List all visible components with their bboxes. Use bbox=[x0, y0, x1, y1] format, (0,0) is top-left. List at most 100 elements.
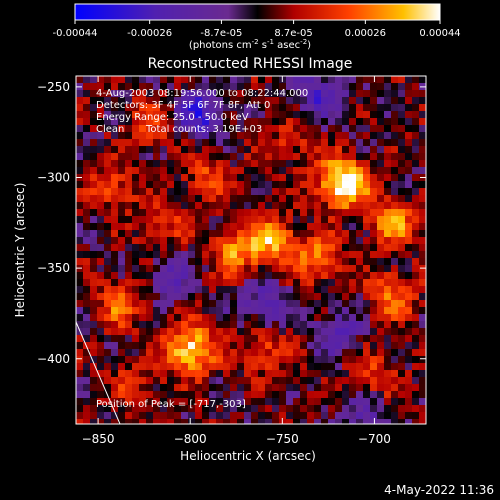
heatmap-cell bbox=[293, 251, 301, 259]
heatmap-cell bbox=[160, 335, 168, 343]
heatmap-cell bbox=[258, 104, 266, 112]
heatmap-cell bbox=[370, 153, 378, 161]
heatmap-cell bbox=[377, 377, 385, 385]
heatmap-cell bbox=[398, 279, 406, 287]
heatmap-cell bbox=[223, 153, 231, 161]
heatmap-cell bbox=[314, 321, 322, 329]
heatmap-cell bbox=[391, 195, 399, 203]
heatmap-cell bbox=[118, 314, 126, 322]
heatmap-cell bbox=[419, 125, 426, 133]
heatmap-cell bbox=[230, 160, 238, 168]
heatmap-cell bbox=[419, 300, 426, 308]
heatmap-cell bbox=[153, 370, 161, 378]
heatmap-cell bbox=[398, 405, 406, 413]
heatmap-cell bbox=[356, 153, 364, 161]
heatmap-cell bbox=[412, 265, 420, 273]
heatmap-cell bbox=[342, 153, 350, 161]
heatmap-cell bbox=[146, 223, 154, 231]
heatmap-cell bbox=[384, 335, 392, 343]
heatmap-cell bbox=[97, 335, 105, 343]
heatmap-cell bbox=[286, 195, 294, 203]
heatmap-cell bbox=[244, 363, 252, 371]
heatmap-cell bbox=[139, 272, 147, 280]
heatmap-cell bbox=[97, 188, 105, 196]
heatmap-cell bbox=[230, 237, 238, 245]
heatmap-cell bbox=[391, 90, 399, 98]
heatmap-cell bbox=[90, 223, 98, 231]
heatmap-cell bbox=[195, 377, 203, 385]
heatmap-cell bbox=[223, 356, 231, 364]
heatmap-cell bbox=[111, 237, 119, 245]
heatmap-cell bbox=[258, 279, 266, 287]
heatmap-cell bbox=[174, 76, 182, 84]
heatmap-cell bbox=[223, 258, 231, 266]
heatmap-cell bbox=[307, 160, 315, 168]
heatmap-cell bbox=[300, 118, 308, 126]
heatmap-cell bbox=[167, 377, 175, 385]
heatmap-cell bbox=[272, 83, 280, 91]
heatmap-cell bbox=[321, 272, 329, 280]
heatmap-cell bbox=[377, 146, 385, 154]
heatmap-cell bbox=[223, 377, 231, 385]
heatmap-cell bbox=[125, 223, 133, 231]
heatmap-cell bbox=[111, 314, 119, 322]
heatmap-cell bbox=[419, 167, 426, 175]
heatmap-cell bbox=[265, 125, 273, 133]
heatmap-cell bbox=[230, 335, 238, 343]
heatmap-cell bbox=[314, 97, 322, 105]
heatmap-cell bbox=[167, 167, 175, 175]
heatmap-cell bbox=[300, 202, 308, 210]
heatmap-cell bbox=[146, 300, 154, 308]
heatmap-cell bbox=[83, 146, 91, 154]
heatmap-cell bbox=[349, 328, 357, 336]
heatmap-cell bbox=[104, 230, 112, 238]
heatmap-cell bbox=[174, 405, 182, 413]
heatmap-cell bbox=[391, 223, 399, 231]
heatmap-cell bbox=[265, 237, 273, 245]
heatmap-cell bbox=[363, 111, 371, 119]
heatmap-cell bbox=[132, 230, 140, 238]
heatmap-cell bbox=[342, 181, 350, 189]
heatmap-cell bbox=[286, 328, 294, 336]
heatmap-cell bbox=[307, 209, 315, 217]
heatmap-cell bbox=[391, 363, 399, 371]
heatmap-cell bbox=[405, 125, 413, 133]
heatmap-cell bbox=[251, 384, 259, 392]
heatmap-cell bbox=[153, 223, 161, 231]
heatmap-cell bbox=[97, 153, 105, 161]
heatmap-cell bbox=[223, 363, 231, 371]
heatmap-cell bbox=[377, 167, 385, 175]
heatmap-cell bbox=[139, 251, 147, 259]
heatmap-cell bbox=[377, 111, 385, 119]
heatmap-cell bbox=[83, 370, 91, 378]
heatmap-cell bbox=[314, 398, 322, 406]
heatmap-cell bbox=[405, 363, 413, 371]
heatmap-cell bbox=[314, 139, 322, 147]
heatmap-cell bbox=[83, 251, 91, 259]
heatmap-cell bbox=[251, 132, 259, 140]
heatmap-cell bbox=[251, 230, 259, 238]
heatmap-cell bbox=[118, 342, 126, 350]
heatmap-cell bbox=[174, 258, 182, 266]
heatmap-cell bbox=[398, 104, 406, 112]
heatmap-cell bbox=[153, 83, 161, 91]
heatmap-cell bbox=[146, 167, 154, 175]
heatmap-cell bbox=[349, 391, 357, 399]
heatmap-cell bbox=[265, 356, 273, 364]
heatmap-cell bbox=[237, 209, 245, 217]
heatmap-cell bbox=[104, 314, 112, 322]
heatmap-cell bbox=[118, 90, 126, 98]
heatmap-cell bbox=[167, 356, 175, 364]
heatmap-cell bbox=[167, 258, 175, 266]
heatmap-cell bbox=[321, 195, 329, 203]
heatmap-cell bbox=[384, 265, 392, 273]
heatmap-cell bbox=[398, 139, 406, 147]
heatmap-cell bbox=[272, 146, 280, 154]
heatmap-cell bbox=[328, 90, 336, 98]
heatmap-cell bbox=[307, 104, 315, 112]
heatmap-cell bbox=[405, 132, 413, 140]
heatmap-cell bbox=[272, 216, 280, 224]
heatmap-cell bbox=[370, 356, 378, 364]
heatmap-cell bbox=[118, 391, 126, 399]
heatmap-cell bbox=[412, 251, 420, 259]
